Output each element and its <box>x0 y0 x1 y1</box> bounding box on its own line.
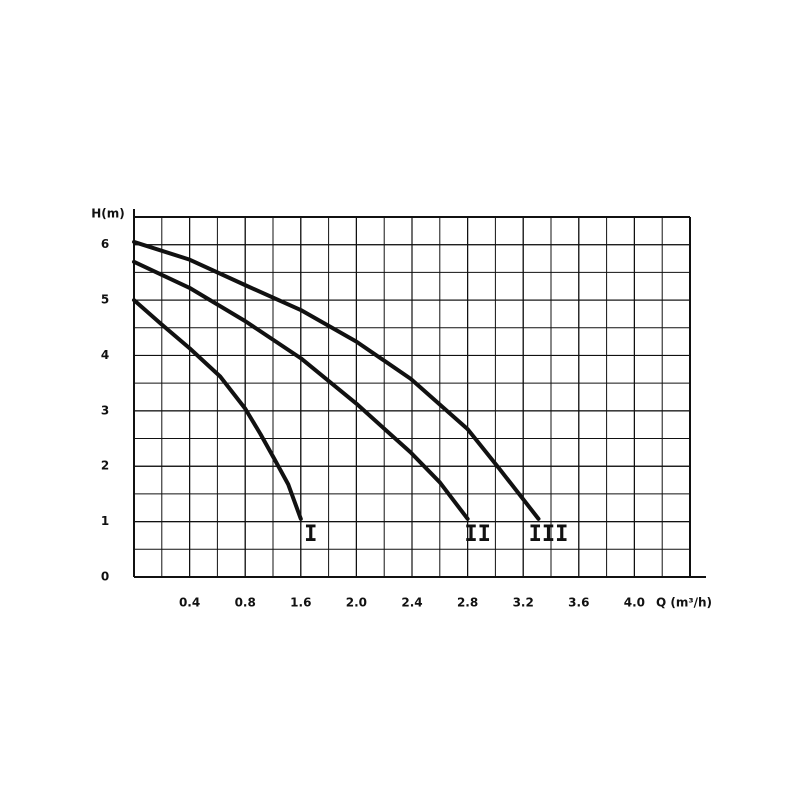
y-tick-label: 1 <box>101 514 109 528</box>
y-tick-label: 3 <box>101 403 109 417</box>
curve <box>132 239 541 521</box>
series-name: I <box>304 522 317 547</box>
x-tick-label: 2.8 <box>457 596 478 610</box>
x-tick-label: 0.4 <box>179 596 200 610</box>
y-tick-label: 5 <box>101 293 109 307</box>
curve <box>132 259 470 521</box>
x-tick-label: 3.6 <box>568 596 589 610</box>
series-name: III <box>529 522 569 547</box>
x-tick-label: 4.0 <box>624 596 645 610</box>
y-axis-label: H(m) <box>91 207 125 221</box>
y-tick-label: 4 <box>101 348 109 362</box>
curve <box>132 298 303 521</box>
x-tick-label: 2.4 <box>401 596 422 610</box>
x-tick-label: 2.0 <box>346 596 367 610</box>
x-tick-label: 1.6 <box>290 596 311 610</box>
y-tick-label: 6 <box>101 237 109 251</box>
x-tick-label: 0.8 <box>235 596 256 610</box>
x-axis-label: Q (m³/h) <box>656 596 712 610</box>
y-tick-label: 2 <box>101 459 109 473</box>
x-tick-label: 3.2 <box>513 596 534 610</box>
series-name: II <box>464 522 491 547</box>
y-tick-label: 0 <box>101 570 109 584</box>
